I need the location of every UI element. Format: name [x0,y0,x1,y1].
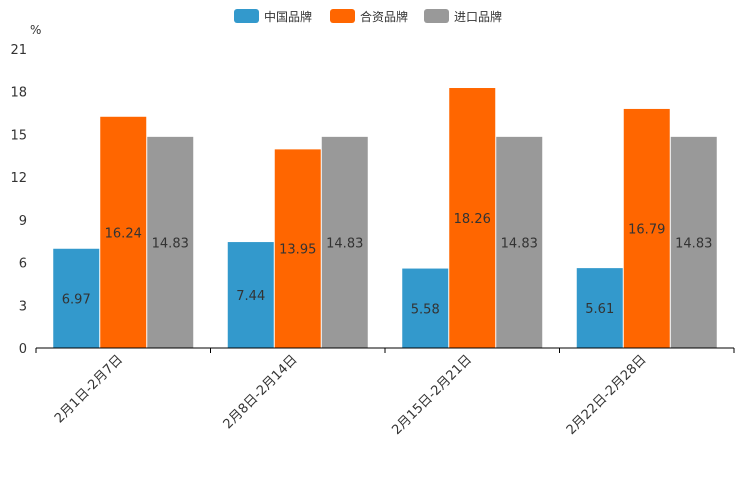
y-tick-label: 21 [10,43,27,58]
x-tick-label-3: 2月15日-2月21日 [389,352,475,438]
y-axis-label: % [30,23,41,37]
bar-3-1 [147,136,194,348]
data-label-3-4: 14.83 [675,236,712,251]
data-label-3-2: 14.83 [326,236,363,251]
data-label-1-2: 7.44 [236,289,265,304]
legend-swatch-2 [330,9,355,23]
bar-3-4 [670,136,717,348]
data-label-1-1: 6.97 [62,292,91,307]
y-tick-label: 18 [10,86,27,101]
y-tick-label: 0 [19,342,27,357]
y-tick-label: 3 [19,299,27,314]
x-tick-label-4: 2月22日-2月28日 [564,352,650,438]
y-tick-label: 9 [19,214,27,229]
bar-3-3 [496,136,543,348]
y-tick-label: 12 [10,171,27,186]
bar-2-4 [623,108,670,348]
legend-swatch-3 [424,9,449,23]
bar-2-1 [100,116,147,348]
legend-label-2: 合资品牌 [360,9,408,24]
bar-1-1 [53,248,100,348]
y-tick-label: 15 [10,128,27,143]
bar-2-3 [449,88,496,348]
legend-swatch-1 [234,9,259,23]
data-label-2-1: 16.24 [105,226,142,241]
data-label-1-4: 5.61 [585,302,614,317]
bar-1-4 [576,268,623,348]
bar-3-2 [321,136,368,348]
data-label-2-4: 16.79 [628,222,665,237]
bar-2-2 [274,149,321,348]
x-tick-label-1: 2月1日-2月7日 [52,352,126,426]
bar-1-2 [227,242,274,348]
legend-label-1: 中国品牌 [264,9,312,24]
data-label-2-2: 13.95 [279,243,316,258]
legend-label-3: 进口品牌 [454,10,502,24]
x-tick-label-2: 2月8日-2月14日 [221,352,301,432]
data-label-2-3: 18.26 [454,212,491,227]
data-label-1-3: 5.58 [411,302,440,317]
data-label-3-3: 14.83 [501,236,538,251]
bar-1-3 [402,268,449,348]
y-tick-label: 6 [19,257,27,272]
data-label-3-1: 14.83 [152,236,189,251]
